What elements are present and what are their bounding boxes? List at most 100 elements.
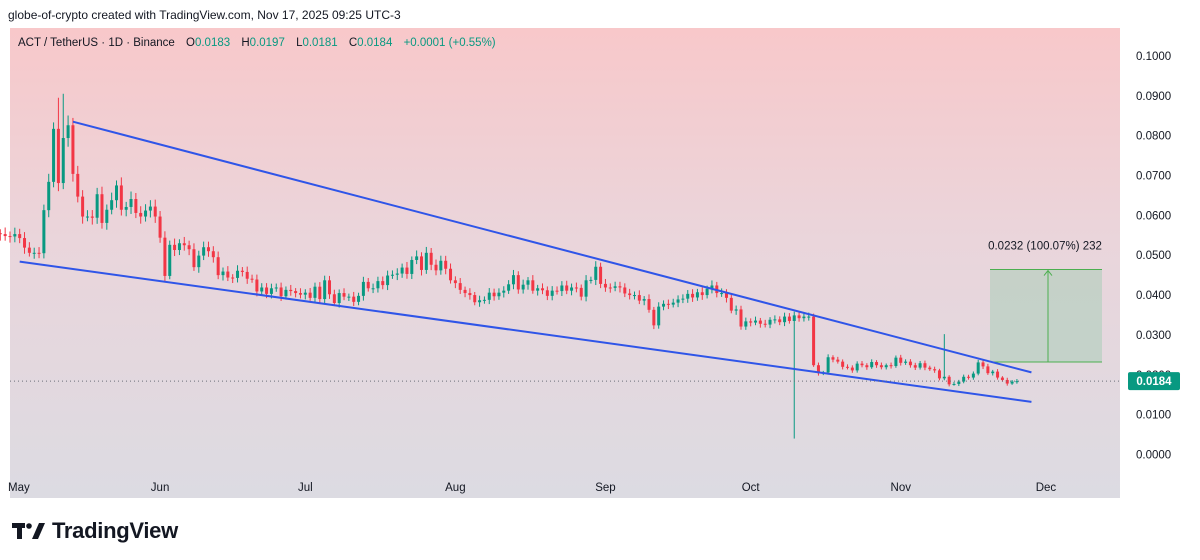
candle bbox=[32, 247, 36, 259]
close-label: C bbox=[348, 37, 358, 49]
candle bbox=[763, 319, 767, 328]
candle bbox=[594, 261, 598, 286]
candle-body bbox=[419, 256, 423, 270]
candle bbox=[710, 280, 714, 294]
candle-body bbox=[875, 362, 879, 366]
candle-body bbox=[908, 361, 912, 366]
lower-trendline[interactable] bbox=[19, 260, 1032, 403]
candle bbox=[400, 263, 404, 278]
candle-body bbox=[754, 320, 758, 323]
candle bbox=[831, 355, 835, 363]
candle-body bbox=[100, 194, 104, 223]
candle bbox=[889, 362, 893, 369]
candle-body bbox=[439, 260, 443, 271]
high-label: H bbox=[241, 37, 250, 49]
candle-body bbox=[13, 234, 17, 237]
candle-body bbox=[676, 299, 680, 303]
high-value: 0.0197 bbox=[249, 37, 285, 49]
candle-body bbox=[255, 279, 259, 292]
candle-body bbox=[400, 267, 404, 274]
candle-body bbox=[129, 198, 133, 207]
candle bbox=[240, 267, 244, 277]
candle bbox=[8, 231, 12, 243]
candle bbox=[211, 246, 215, 263]
candle-body bbox=[845, 366, 849, 368]
candle-body bbox=[202, 247, 206, 256]
change-value: +0.0001 (+0.55%) bbox=[403, 37, 496, 49]
candle bbox=[231, 274, 235, 284]
candle bbox=[918, 360, 922, 370]
candle bbox=[657, 302, 661, 329]
candle-body bbox=[536, 288, 540, 291]
candle bbox=[913, 362, 917, 370]
candle bbox=[115, 180, 119, 208]
candle bbox=[734, 305, 738, 315]
candle bbox=[313, 282, 317, 303]
price-axis[interactable] bbox=[1120, 28, 1200, 498]
candle-body bbox=[269, 288, 273, 294]
candle-body bbox=[841, 361, 845, 367]
candle bbox=[855, 361, 859, 373]
candle bbox=[933, 366, 937, 373]
x-tick-label: Jul bbox=[298, 482, 313, 494]
candle bbox=[52, 122, 56, 188]
upper-trendline[interactable] bbox=[72, 120, 1032, 374]
candle bbox=[168, 240, 172, 280]
candle-body bbox=[637, 295, 641, 301]
candle-body bbox=[657, 306, 661, 326]
candle bbox=[792, 311, 796, 439]
candle-body bbox=[647, 299, 651, 310]
candle-body bbox=[565, 285, 569, 291]
credit-text: globe-of-crypto created with TradingView… bbox=[8, 8, 401, 22]
candle-body bbox=[424, 252, 428, 270]
candle-body bbox=[492, 292, 496, 297]
candle-body bbox=[589, 279, 593, 281]
candle bbox=[942, 334, 946, 381]
candle-body bbox=[976, 362, 980, 374]
candle-body bbox=[1015, 381, 1019, 383]
candle-body bbox=[405, 267, 409, 274]
candle bbox=[177, 239, 181, 256]
candle-body bbox=[962, 376, 966, 382]
candle-body bbox=[686, 293, 690, 299]
candle bbox=[284, 286, 288, 300]
y-tick-label: 0.1000 bbox=[1136, 51, 1171, 63]
candle bbox=[720, 288, 724, 297]
candle bbox=[458, 278, 462, 294]
candle bbox=[110, 192, 114, 215]
candle-body bbox=[855, 363, 859, 371]
candle-body bbox=[579, 287, 583, 297]
candle bbox=[216, 251, 220, 280]
candle bbox=[787, 313, 791, 324]
candle-body bbox=[434, 264, 438, 271]
candle-body bbox=[236, 270, 240, 278]
candle-body bbox=[831, 357, 835, 360]
candle-body bbox=[865, 365, 869, 368]
low-value: 0.0181 bbox=[302, 37, 338, 49]
candle bbox=[492, 288, 496, 301]
chart-canvas[interactable]: 0.0232 (100.07%) 232 0.10000.09000.08000… bbox=[0, 0, 1200, 500]
measure-box[interactable] bbox=[990, 269, 1102, 363]
candle bbox=[410, 256, 414, 280]
candle bbox=[676, 295, 680, 308]
candle bbox=[681, 294, 685, 304]
candle-body bbox=[889, 365, 893, 367]
footer bbox=[0, 498, 1200, 560]
brand-name: TradingView bbox=[52, 518, 178, 543]
open-value: 0.0183 bbox=[194, 37, 231, 49]
candle-body bbox=[792, 315, 796, 321]
candle bbox=[453, 276, 457, 289]
candle-body bbox=[778, 319, 782, 323]
candle-body bbox=[376, 281, 380, 289]
candle bbox=[274, 283, 278, 292]
candle-body bbox=[192, 249, 196, 268]
candle-body bbox=[918, 363, 922, 368]
candle bbox=[192, 243, 196, 271]
candle-body bbox=[449, 268, 453, 281]
candle-body bbox=[521, 284, 525, 290]
candle-body bbox=[816, 365, 820, 374]
candle bbox=[308, 287, 312, 301]
candle-body bbox=[211, 251, 215, 258]
y-tick-label: 0.0500 bbox=[1136, 250, 1171, 262]
x-tick-label: Dec bbox=[1036, 482, 1057, 494]
